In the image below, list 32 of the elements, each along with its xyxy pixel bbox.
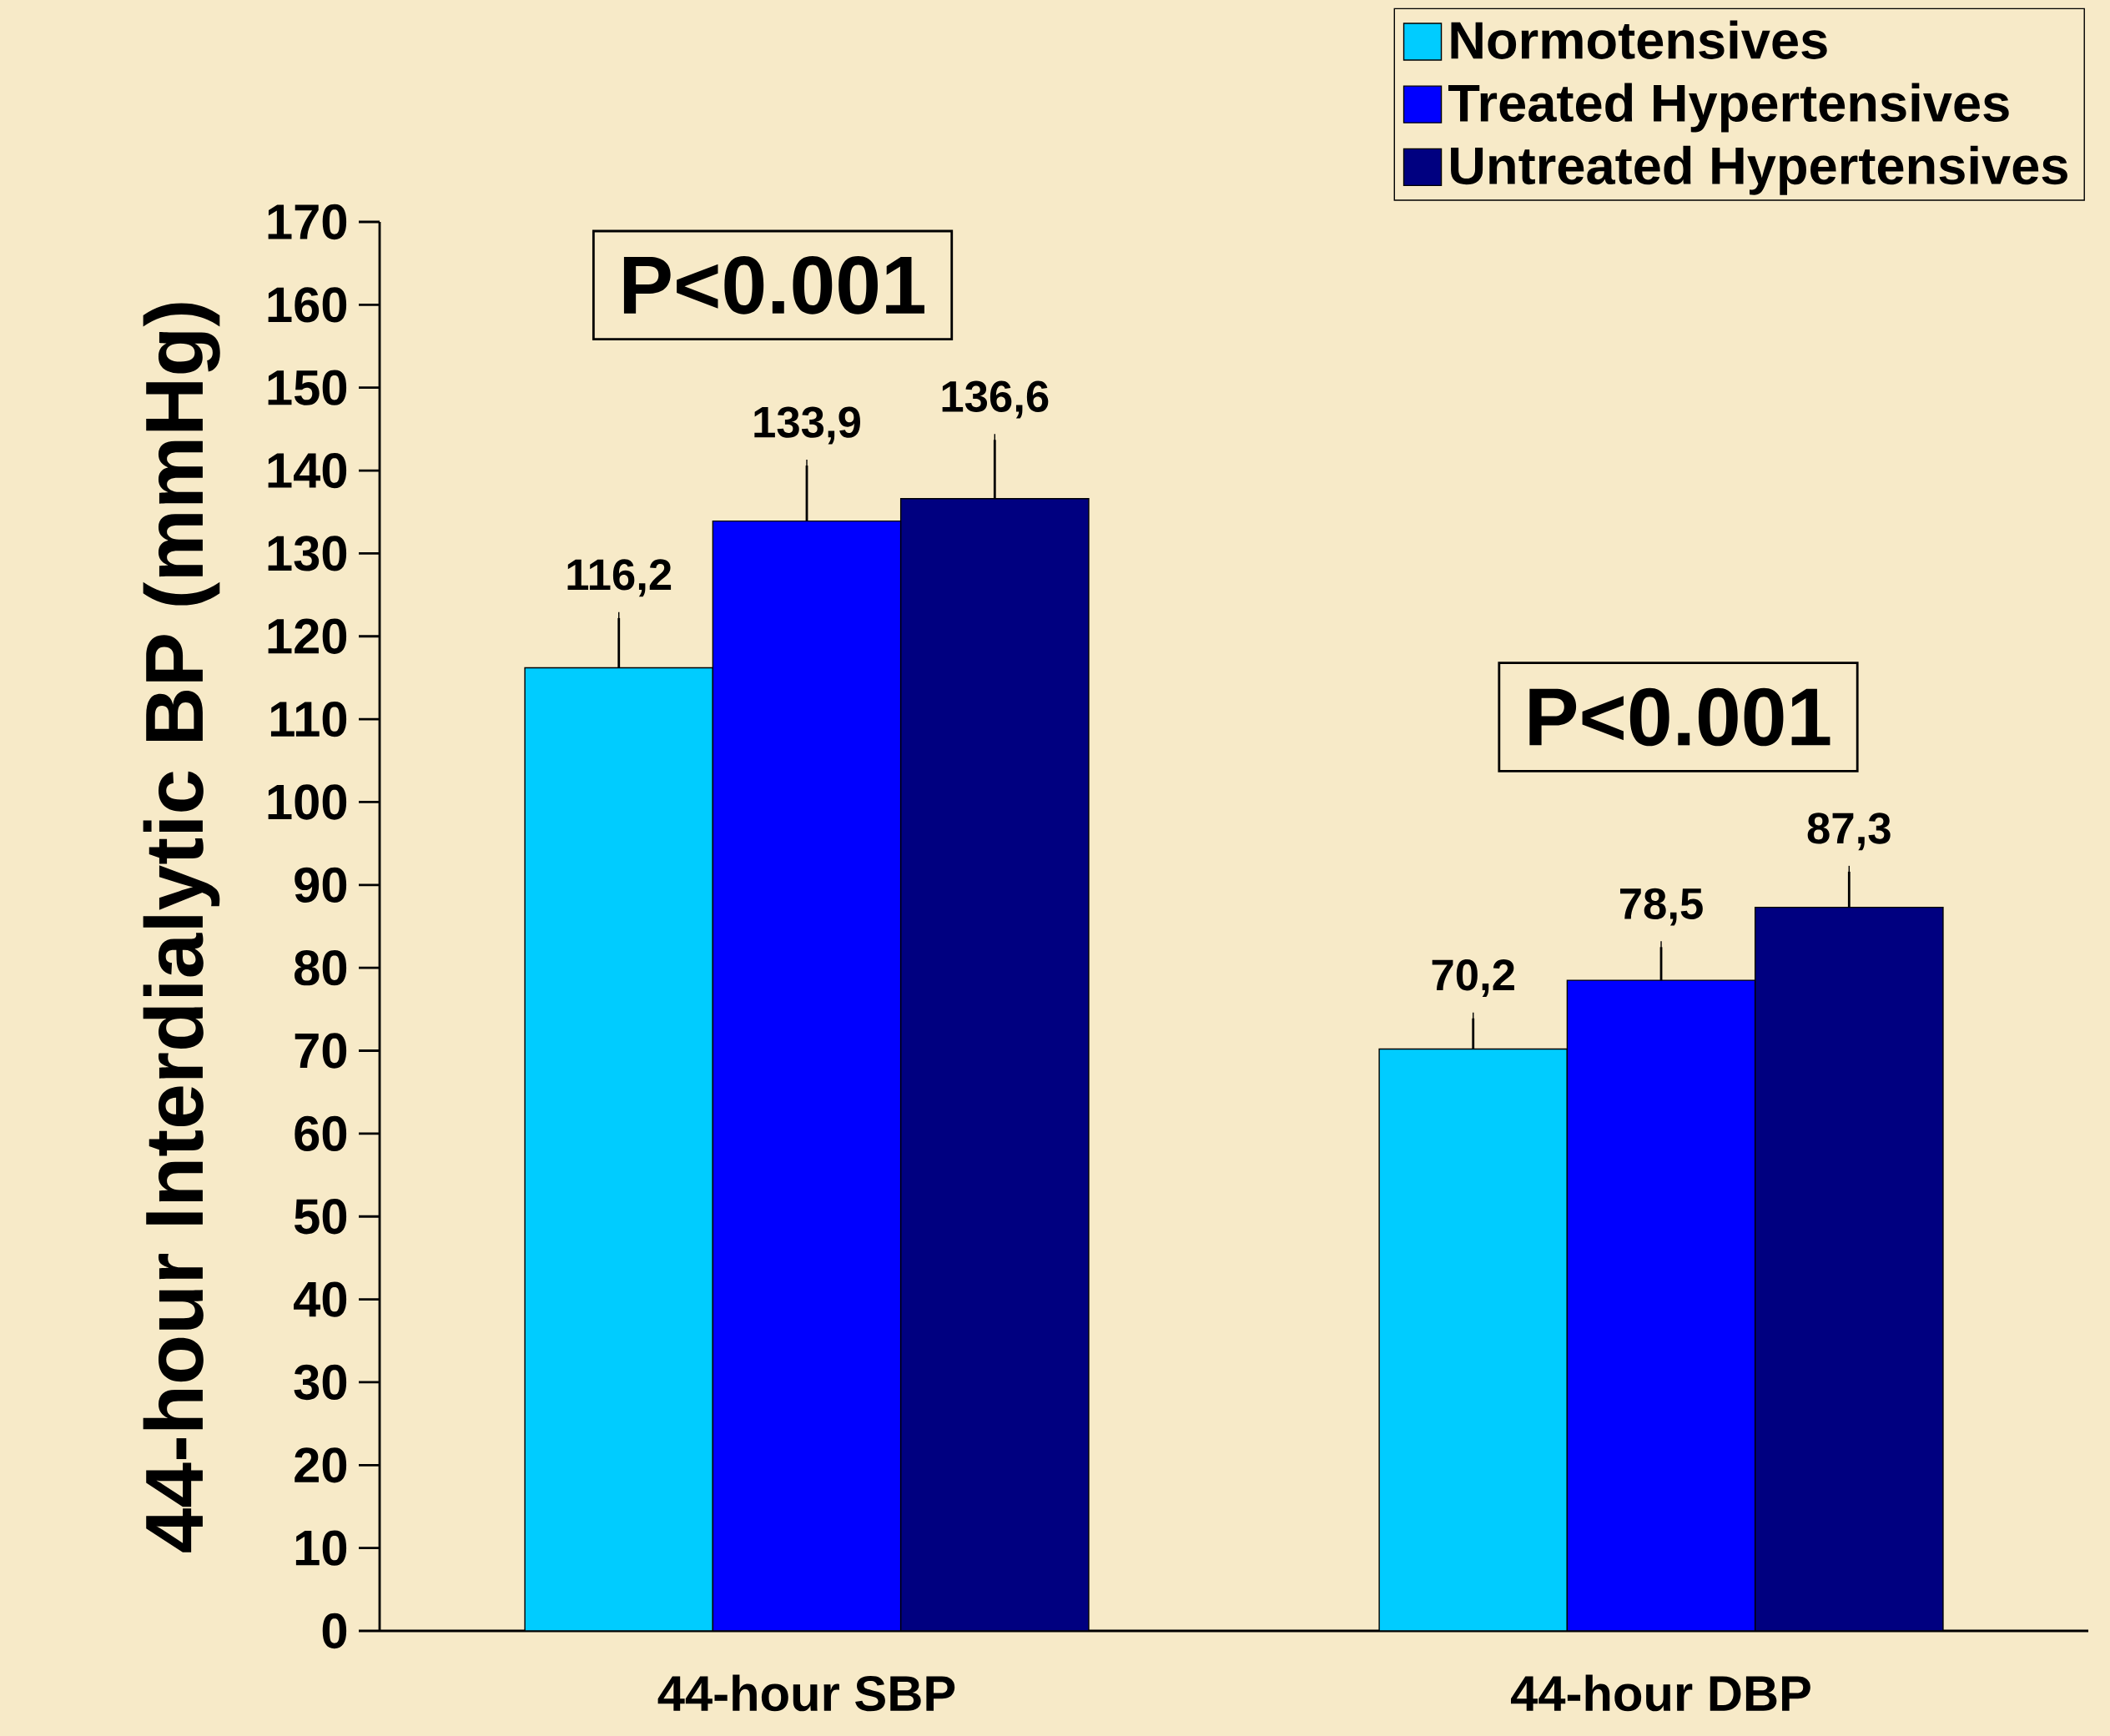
data-label: 136,6 bbox=[942, 380, 1049, 419]
y-tick-label: 90 bbox=[295, 867, 347, 903]
data-label: 133,9 bbox=[754, 406, 860, 445]
y-tick-label: 80 bbox=[295, 950, 347, 986]
data-label: 70,2 bbox=[1432, 959, 1514, 998]
data-label: 78,5 bbox=[1619, 888, 1703, 926]
y-tick-label: 110 bbox=[270, 701, 347, 737]
y-tick-label: 130 bbox=[268, 536, 347, 571]
y-tick-label: 100 bbox=[268, 784, 347, 820]
annotation: P<0.001 bbox=[1529, 687, 1831, 747]
y-tick-label: 10 bbox=[295, 1530, 347, 1566]
y-tick-label: 40 bbox=[294, 1281, 347, 1317]
y-tick-label: 120 bbox=[268, 618, 347, 654]
data-label: 116,2 bbox=[567, 559, 672, 597]
y-tick-label: 20 bbox=[295, 1447, 347, 1483]
legend-label: Normotensives bbox=[1451, 20, 1827, 59]
y-tick-label: 140 bbox=[268, 452, 347, 489]
y-tick-label: 70 bbox=[295, 1033, 347, 1069]
data-label: 87,3 bbox=[1807, 813, 1891, 851]
y-axis-title: 44-hour Interdialytic BP (mmHg) bbox=[143, 303, 220, 1552]
y-tick-label: 0 bbox=[322, 1613, 347, 1649]
y-tick-label: 60 bbox=[295, 1115, 347, 1152]
x-tick-label: 44-hour SBP bbox=[657, 1674, 955, 1712]
y-tick-label: 30 bbox=[294, 1364, 347, 1401]
y-tick-label: 160 bbox=[268, 287, 347, 323]
y-tick-label: 170 bbox=[268, 204, 347, 240]
legend-label: Treated Hypertensives bbox=[1448, 83, 2009, 133]
legend-label: Untreated Hypertensives bbox=[1451, 145, 2067, 195]
y-tick-label: 50 bbox=[294, 1199, 347, 1235]
y-tick-label: 150 bbox=[268, 370, 347, 405]
x-tick-label: 44-hour DBP bbox=[1510, 1674, 1810, 1712]
annotation: P<0.001 bbox=[623, 256, 924, 314]
